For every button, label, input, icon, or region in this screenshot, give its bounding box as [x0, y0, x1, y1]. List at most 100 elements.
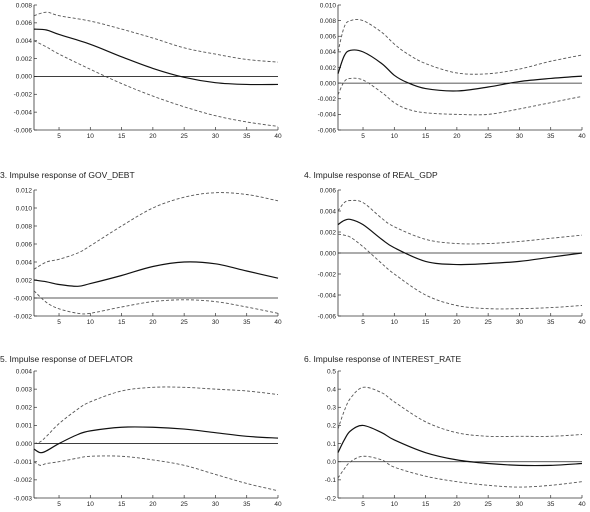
x-tick-label: 40	[274, 319, 282, 326]
confidence-band-line	[33, 290, 279, 315]
x-tick-label: 5	[57, 501, 61, 508]
x-tick-label: 25	[485, 501, 493, 508]
y-tick-label: 0.000	[320, 250, 337, 257]
y-tick-label: -0.2	[325, 495, 337, 502]
x-tick-label: 15	[422, 133, 430, 140]
response-line	[33, 261, 279, 287]
x-tick-label: 15	[118, 133, 126, 140]
y-tick-label: 0.008	[16, 223, 33, 230]
panel-5: 5. Impulse response of DEFLATOR 0.004 0.00…	[0, 354, 282, 508]
y-tick-label: 0.002	[320, 229, 337, 236]
x-tick-label: 25	[485, 133, 493, 140]
y-tick-label: -0.004	[318, 292, 337, 299]
y-tick-label: -0.002	[318, 96, 337, 103]
y-tick-label: 0.4	[327, 386, 336, 393]
x-tick-label: 20	[149, 133, 157, 140]
y-tick-label: 0.000	[16, 441, 33, 448]
response-line	[337, 49, 583, 92]
x-tick-label: 25	[181, 133, 189, 140]
x-tick-label: 5	[57, 319, 61, 326]
y-tick-label: -0.004	[318, 112, 337, 119]
x-tick-label: 30	[516, 501, 524, 508]
y-tick-label: -0.000	[14, 295, 33, 302]
x-tick-label: 5	[361, 133, 365, 140]
x-tick-label: 10	[391, 501, 399, 508]
y-tick-label: 0.001	[16, 423, 33, 430]
y-tick-label: 0.002	[16, 56, 33, 63]
x-tick-label: 35	[547, 133, 555, 140]
y-tick-label: 0.2	[327, 423, 336, 430]
y-tick-label: 0.0	[327, 459, 336, 466]
x-tick-label: 40	[274, 501, 282, 508]
panel-4: 4. Impulse response of REAL_GDP 0.006 0.00…	[304, 170, 586, 326]
y-tick-label: 0.002	[320, 65, 337, 72]
y-tick-label: -0.006	[318, 127, 337, 134]
response-line	[33, 28, 279, 86]
y-tick-label: -0.006	[14, 127, 33, 134]
x-tick-label: 35	[243, 501, 251, 508]
x-tick-label: 30	[212, 133, 220, 140]
x-tick-label: 15	[422, 501, 430, 508]
x-tick-label: 35	[547, 501, 555, 508]
y-tick-label: 0.006	[16, 20, 33, 27]
y-tick-label: 0.012	[16, 187, 33, 194]
y-tick-label: 0.003	[16, 386, 33, 393]
y-tick-label: 0.004	[320, 208, 337, 215]
panel-1: 0.008 0.006 0.004 0.002 0.000 -0.002 -0.004 -0.…	[14, 2, 282, 140]
confidence-band-line	[337, 386, 583, 438]
y-tick-label: -0.002	[14, 477, 33, 484]
y-tick-label: 0.004	[16, 368, 33, 375]
confidence-band-line	[33, 11, 279, 63]
y-tick-label: 0.000	[320, 80, 337, 87]
x-tick-label: 5	[57, 133, 61, 140]
x-tick-label: 20	[149, 501, 157, 508]
confidence-band-line	[337, 77, 583, 116]
panel-title: 3. Impulse response of GOV_DEBT	[0, 170, 135, 180]
confidence-band-line	[33, 192, 279, 270]
response-line	[337, 218, 583, 266]
x-tick-label: 5	[361, 319, 365, 326]
y-tick-label: 0.5	[327, 368, 336, 375]
x-tick-label: 15	[422, 319, 430, 326]
y-tick-label: 0.000	[16, 74, 33, 81]
y-tick-label: 0.002	[16, 277, 33, 284]
x-tick-label: 10	[87, 501, 95, 508]
y-tick-label: -0.002	[318, 271, 337, 278]
x-tick-label: 20	[453, 319, 461, 326]
x-tick-label: 20	[453, 501, 461, 508]
confidence-band-line	[337, 199, 583, 245]
x-tick-label: 40	[578, 501, 586, 508]
y-tick-label: -0.003	[14, 495, 33, 502]
confidence-band-line	[33, 455, 279, 492]
y-tick-label: 0.006	[320, 34, 337, 41]
y-tick-label: -0.002	[14, 313, 33, 320]
y-tick-label: -0.001	[14, 459, 33, 466]
confidence-band-line	[337, 455, 583, 488]
y-tick-label: 0.004	[320, 49, 337, 56]
y-tick-label: -0.1	[325, 477, 337, 484]
panel-2: 0.010 0.008 0.006 0.004 0.002 0.000 -0.002 -0.0…	[318, 2, 586, 140]
panel-6: 6. Impulse response of INTEREST_RATE 0.5 0…	[304, 354, 586, 508]
y-tick-label: -0.002	[14, 92, 33, 99]
x-tick-label: 10	[391, 133, 399, 140]
y-tick-label: 0.004	[16, 38, 33, 45]
y-tick-label: 0.010	[320, 2, 337, 9]
y-tick-label: 0.010	[16, 205, 33, 212]
x-tick-label: 30	[212, 319, 220, 326]
x-tick-label: 30	[516, 133, 524, 140]
y-tick-label: 0.004	[16, 259, 33, 266]
x-tick-label: 20	[149, 319, 157, 326]
x-tick-label: 10	[87, 133, 95, 140]
y-tick-label: 0.002	[16, 405, 33, 412]
x-tick-label: 40	[274, 133, 282, 140]
confidence-band-line	[337, 233, 583, 310]
y-tick-label: 0.008	[320, 18, 337, 25]
y-tick-label: 0.3	[327, 405, 336, 412]
x-tick-label: 35	[243, 133, 251, 140]
y-tick-label: 0.008	[16, 2, 33, 9]
x-tick-label: 25	[485, 319, 493, 326]
x-tick-label: 35	[243, 319, 251, 326]
y-tick-label: 0.006	[320, 187, 337, 194]
panel-title: 5. Impulse response of DEFLATOR	[0, 354, 133, 364]
x-tick-label: 25	[181, 319, 189, 326]
